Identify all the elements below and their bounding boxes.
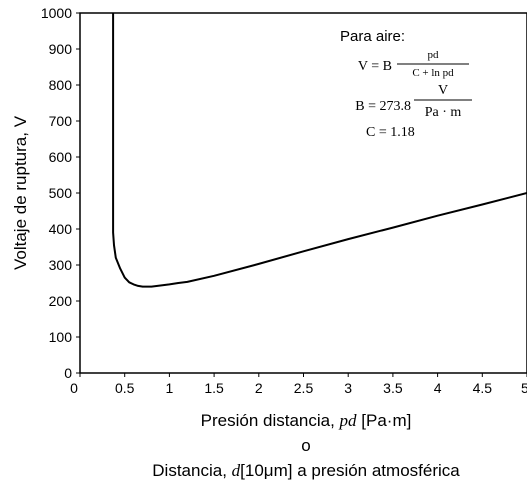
- x-tick-label: 3: [344, 380, 352, 396]
- y-tick-label: 200: [49, 293, 73, 309]
- formula-b-lhs: B = 273.8: [355, 99, 411, 114]
- x-tick-label: 3.5: [383, 380, 403, 396]
- x-tick-label: 0: [70, 380, 78, 396]
- y-tick-label: 700: [49, 113, 73, 129]
- y-tick-label: 300: [49, 257, 73, 273]
- formula-v-lhs: V = B: [358, 59, 392, 74]
- y-tick-label: 1000: [41, 5, 72, 21]
- x-axis-label-line2: o: [301, 436, 310, 455]
- series-layer: [113, 13, 527, 287]
- y-tick-label: 500: [49, 185, 73, 201]
- y-axis-ticks: 0 100 200 300 400 500 600 700 800 900 1000: [41, 5, 80, 381]
- x-tick-label: 1.5: [204, 380, 224, 396]
- plot-frame: [80, 13, 527, 373]
- x-tick-label: 2: [255, 380, 263, 396]
- formula-b-denominator: Pa · m: [425, 105, 462, 120]
- y-tick-label: 100: [49, 329, 73, 345]
- x-tick-label: 4: [434, 380, 442, 396]
- y-axis-label: Voltaje de ruptura, V: [11, 115, 30, 270]
- formula-v-numerator: pd: [428, 49, 440, 61]
- formula-v-denominator: C + ln pd: [412, 67, 454, 79]
- x-axis-label-line1: Presión distancia, pd [Pa·m]: [201, 411, 412, 430]
- x-tick-label: 5: [521, 380, 527, 396]
- y-tick-label: 800: [49, 77, 73, 93]
- x-tick-label: 2.5: [294, 380, 314, 396]
- y-tick-label: 0: [64, 365, 72, 381]
- x-tick-label: 4.5: [473, 380, 493, 396]
- paschen-curve-line: [113, 13, 527, 287]
- y-tick-label: 400: [49, 221, 73, 237]
- formula-b-numerator: V: [438, 83, 448, 98]
- x-axis-label-line3: Distancia, d[10μm] a presión atmosférica: [152, 461, 460, 480]
- formula-annotation: Para aire: V = B pd C + ln pd B = 273.8 …: [340, 28, 472, 140]
- y-tick-label: 600: [49, 149, 73, 165]
- x-axis-ticks: 0 0.5 1 1.5 2 2.5 3 3.5 4 4.5 5: [70, 373, 527, 396]
- annotation-title: Para aire:: [340, 28, 405, 45]
- y-tick-label: 900: [49, 41, 73, 57]
- formula-c: C = 1.18: [366, 125, 415, 140]
- x-tick-label: 1: [166, 380, 174, 396]
- x-tick-label: 0.5: [115, 380, 135, 396]
